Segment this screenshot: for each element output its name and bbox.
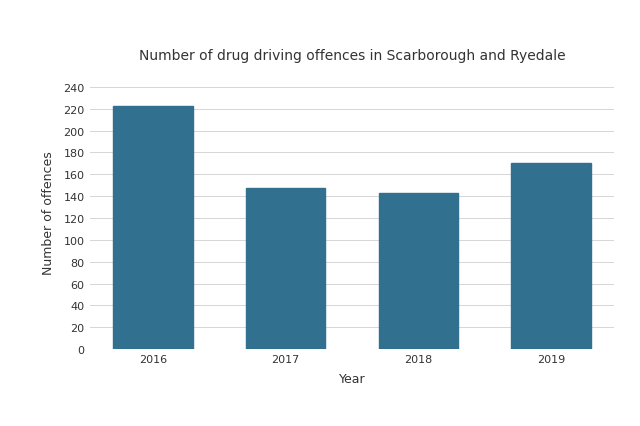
Title: Number of drug driving offences in Scarborough and Ryedale: Number of drug driving offences in Scarb…: [139, 49, 565, 63]
Bar: [378, 193, 458, 349]
Y-axis label: Number of offences: Number of offences: [42, 151, 55, 275]
Bar: [511, 164, 591, 349]
Bar: [246, 189, 326, 349]
X-axis label: Year: Year: [339, 372, 365, 386]
Bar: [113, 107, 193, 349]
